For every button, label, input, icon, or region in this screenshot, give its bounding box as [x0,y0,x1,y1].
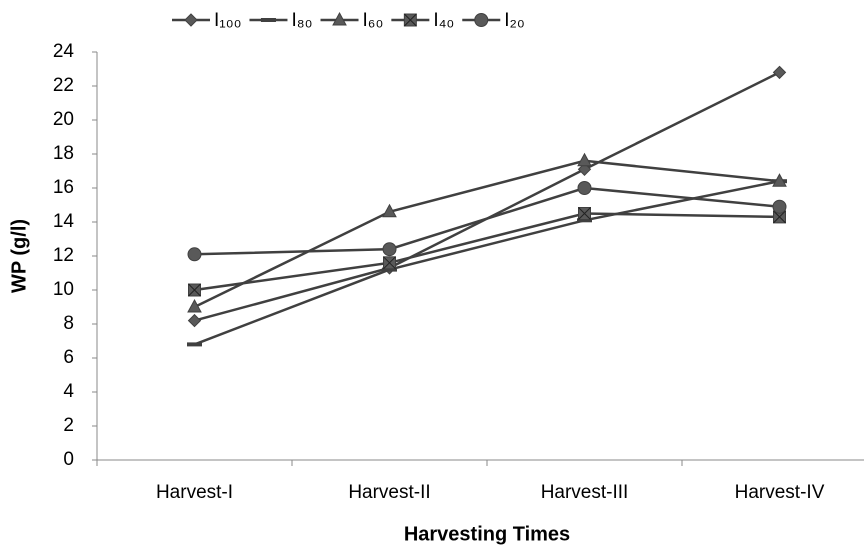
y-tick-label: 8 [63,313,74,334]
legend-marker [260,18,276,22]
y-tick-label: 16 [53,177,74,198]
legend-label: I₈₀ [291,10,312,31]
data-point [187,298,202,313]
legend-label: I₁₀₀ [214,10,241,31]
data-point-cross [773,210,786,224]
x-axis-title: Harvesting Times [404,523,570,545]
y-tick-label: 10 [53,279,74,300]
series-line [194,186,780,256]
legend-label: I₆₀ [363,10,384,31]
series-line [193,159,780,309]
y-tick-label: 24 [53,41,75,62]
y-axis-title: WP (g/l) [8,219,30,293]
data-point [772,199,787,214]
data-point-cross [188,283,201,297]
data-point [187,342,202,347]
x-tick-label: Harvest-IV [735,482,825,503]
x-tick-label: Harvest-I [156,482,233,503]
legend-label: I₂₀ [504,10,525,31]
legend-label: I₄₀ [433,10,454,31]
y-tick-label: 6 [63,347,74,368]
legend-marker [332,11,347,26]
legend-marker [474,13,489,27]
y-tick-label: 22 [53,75,74,96]
x-tick-label: Harvest-II [348,482,430,503]
data-point [187,247,202,262]
data-point [187,313,202,328]
data-point-cross [383,256,396,270]
legend-marker-cross [403,13,417,27]
y-tick-label: 4 [63,381,74,402]
y-tick-label: 0 [63,449,74,470]
data-point [772,173,787,187]
y-tick-label: 18 [53,143,74,164]
data-point [577,152,592,167]
y-tick-label: 20 [53,109,74,130]
series-line [194,212,780,292]
x-tick-label: Harvest-III [541,482,629,503]
data-point-cross [578,207,591,220]
series-line [194,179,780,346]
y-tick-label: 14 [53,211,75,232]
data-point [577,181,592,195]
series-line [194,71,781,322]
data-point [382,242,397,257]
data-point [382,203,397,218]
data-point [772,65,787,80]
y-tick-label: 12 [53,245,74,266]
y-tick-label: 2 [63,415,74,436]
legend-marker [184,13,198,27]
